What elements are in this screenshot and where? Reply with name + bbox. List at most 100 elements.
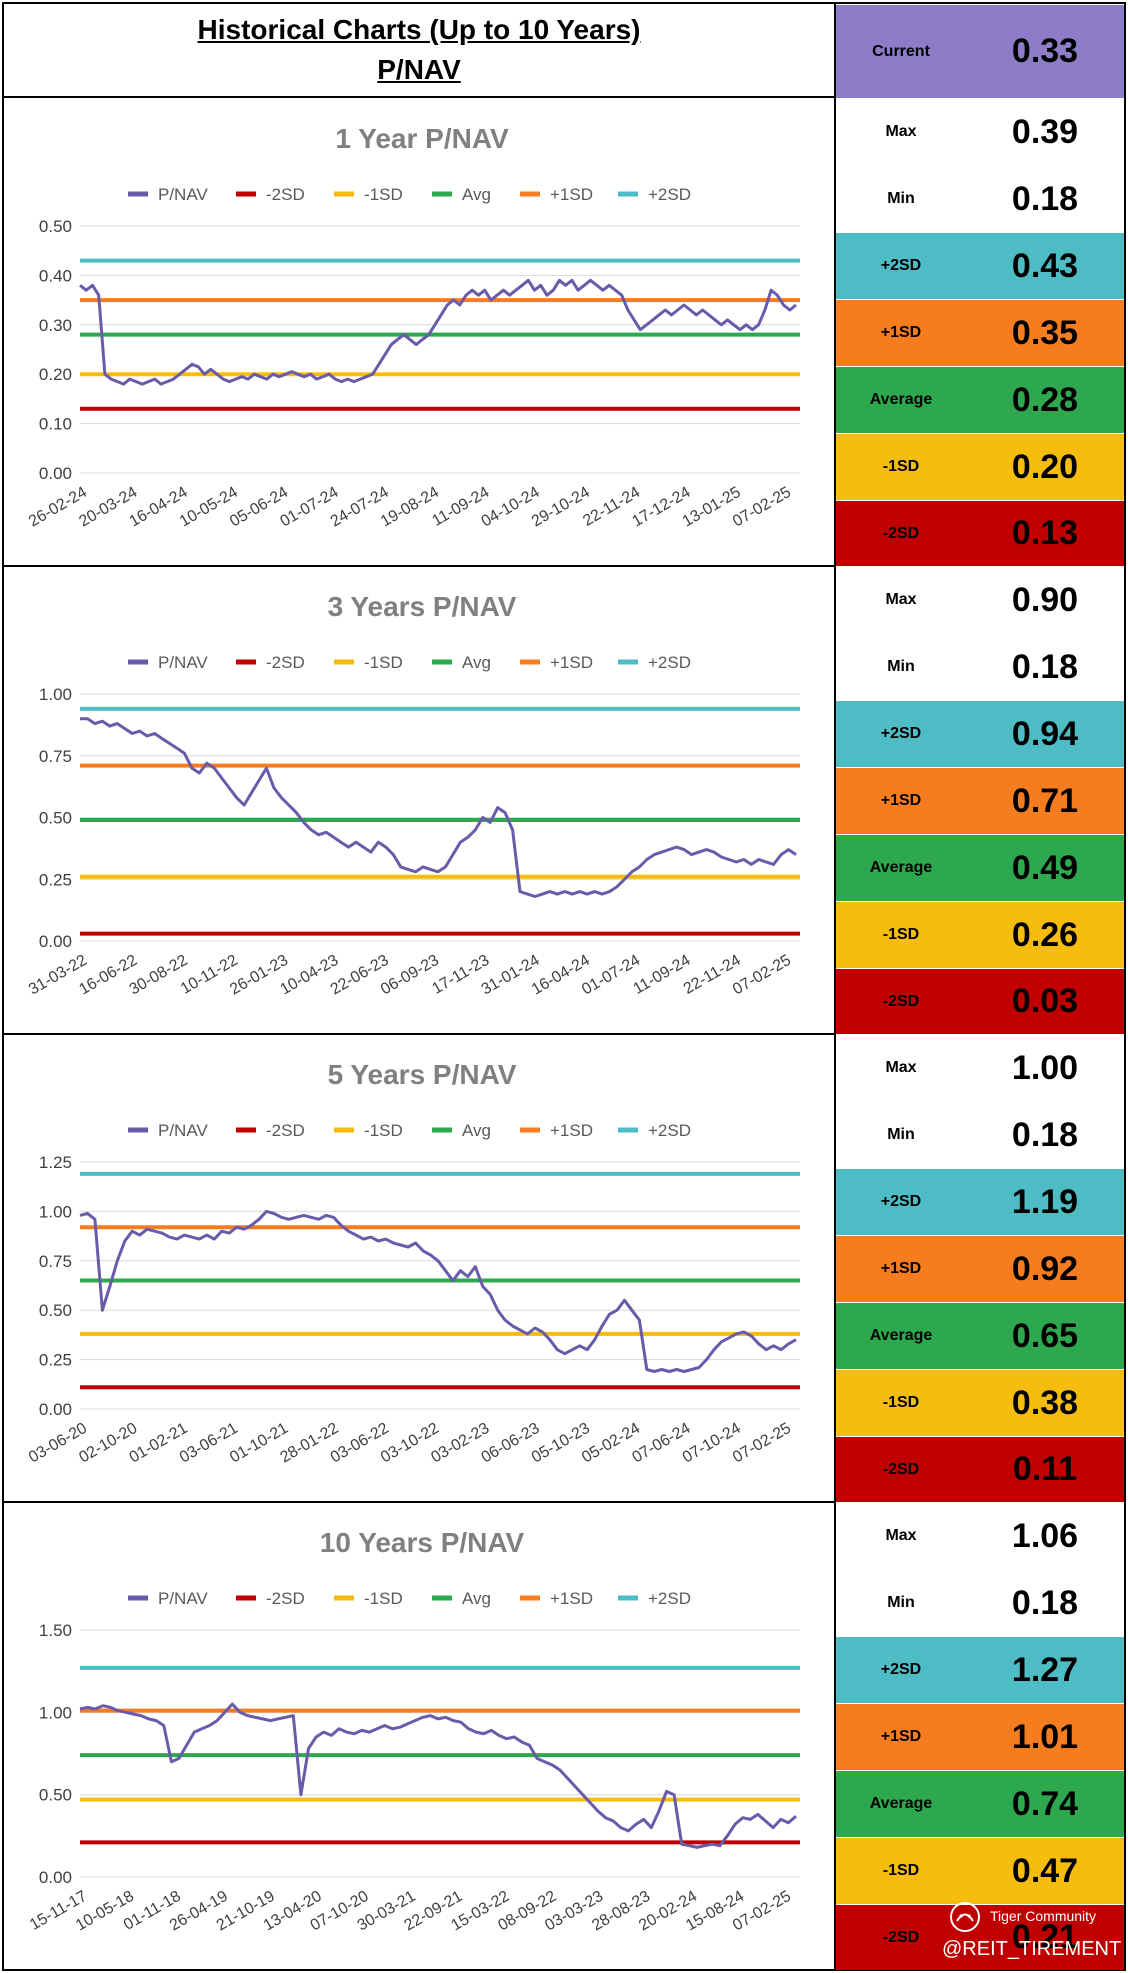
legend-item-plus2sd: +2SD: [618, 653, 691, 672]
y-tick-label: 0.40: [39, 266, 72, 285]
stat-label: -2SD: [882, 992, 920, 1010]
stat-minus1sd-cell: -1SD 0.38: [836, 1369, 1124, 1436]
stat-value: 0.13: [1011, 514, 1079, 552]
x-tick-label: 30-08-22: [127, 952, 191, 999]
x-tick-label: 06-09-23: [378, 952, 442, 999]
stat-value: 0.18: [1011, 1583, 1079, 1622]
page-title: Historical Charts (Up to 10 Years) P/NAV: [4, 4, 834, 98]
legend-label: -1SD: [364, 1589, 403, 1608]
legend-item-minus2sd: -2SD: [236, 185, 305, 204]
stat-minus2sd-cell: -2SD 0.03: [836, 968, 1124, 1034]
stat-plain-cell: Max 1.00: [836, 1034, 1124, 1101]
legend-item-avg: Avg: [432, 185, 491, 204]
stat-value: 0.21: [1011, 1918, 1079, 1956]
stat-label: Min: [887, 658, 915, 675]
chart-2: 3 Years P/NAV P/NAV -2SD -1SD Avg +1SD +2SD 0.0…: [26, 591, 800, 999]
stat-value: 0.43: [1011, 246, 1079, 285]
legend-label: +2SD: [648, 185, 691, 204]
stat-plus2sd-cell: +2SD 1.19: [836, 1168, 1124, 1235]
column-divider: [834, 2, 836, 1971]
stat-minus1sd-cell: -1SD 0.47: [836, 1837, 1124, 1904]
stat-label: Min: [887, 1594, 915, 1611]
stat-value: 0.26: [1011, 915, 1079, 954]
stat-average-cell: Average 0.49: [836, 834, 1124, 901]
y-tick-label: 0.50: [39, 1301, 72, 1320]
stat-label: -1SD: [882, 458, 920, 475]
stat-label: -2SD: [882, 524, 920, 542]
stats-panel-2: Max 0.90 Min 0.18 +2SD 0.94 +1SD 0.71 Average 0.4…: [836, 566, 1124, 1034]
stat-label: +2SD: [880, 1661, 922, 1678]
legend-item-pnav: P/NAV: [128, 653, 208, 672]
chart-4: 10 Years P/NAV P/NAV -2SD -1SD Avg +1SD +2SD 0.…: [27, 1527, 800, 1934]
title-line-2: P/NAV: [377, 54, 461, 85]
series-line-pnav: [79, 1702, 797, 1849]
y-tick-label: 0.00: [39, 1400, 72, 1419]
stat-label: Average: [869, 1795, 933, 1812]
y-tick-label: 0.10: [39, 415, 72, 434]
stat-minus2sd-cell: -2SD 0.21: [836, 1904, 1124, 1970]
legend-item-minus1sd: -1SD: [334, 1121, 403, 1140]
y-tick-label: 1.50: [39, 1621, 72, 1640]
stat-plain-cell: Max 0.39: [836, 98, 1124, 165]
stat-label: Max: [885, 123, 917, 140]
legend-item-minus2sd: -2SD: [236, 1121, 305, 1140]
y-tick-label: 1.25: [39, 1153, 72, 1172]
series-line-pnav: [79, 278, 797, 386]
legend-item-avg: Avg: [432, 653, 491, 672]
legend-item-plus1sd: +1SD: [520, 653, 593, 672]
stat-label: Average: [869, 391, 933, 408]
y-tick-label: 0.00: [39, 464, 72, 483]
stat-label: +1SD: [880, 1260, 922, 1277]
stat-value: 0.71: [1011, 781, 1079, 820]
legend-item-plus1sd: +1SD: [520, 1589, 593, 1608]
legend-label: -1SD: [364, 1121, 403, 1140]
legend-label: +1SD: [550, 185, 593, 204]
y-tick-label: 0.30: [39, 316, 72, 335]
stat-plus1sd-cell: +1SD 0.71: [836, 767, 1124, 834]
current-label: Current: [872, 42, 930, 60]
stat-minus2sd-cell: -2SD 0.13: [836, 500, 1124, 566]
stat-label: +2SD: [880, 1193, 922, 1210]
legend-label: +1SD: [550, 1589, 593, 1608]
stat-value: 0.18: [1011, 179, 1079, 218]
y-tick-label: 0.75: [39, 1252, 72, 1271]
stat-value: 0.47: [1011, 1851, 1079, 1890]
legend-label: P/NAV: [158, 1121, 208, 1140]
stat-label: -1SD: [882, 1862, 920, 1879]
watermark-handle: @REIT_TIREMENT: [942, 1938, 1122, 1960]
stat-plus1sd-cell: +1SD 0.35: [836, 299, 1124, 366]
x-tick-label: 07-02-25: [730, 1420, 794, 1467]
stats-panel-4: Max 1.06 Min 0.18 +2SD 1.27 +1SD 1.01 Average 0.7…: [836, 1502, 1124, 1970]
y-tick-label: 0.50: [39, 1786, 72, 1805]
x-tick-label: 07-02-25: [730, 952, 794, 999]
stat-minus1sd-cell: -1SD 0.20: [836, 433, 1124, 500]
stats-panel-1: Max 0.39 Min 0.18 +2SD 0.43 +1SD 0.35 Average 0.2…: [836, 98, 1124, 566]
stat-value: 1.19: [1011, 1182, 1079, 1221]
x-tick-label: 07-02-25: [730, 484, 794, 531]
stat-value: 0.18: [1011, 647, 1079, 686]
legend-label: +1SD: [550, 653, 593, 672]
stat-value: 0.39: [1011, 112, 1079, 151]
stat-value: 0.94: [1011, 714, 1079, 753]
stat-average-cell: Average 0.28: [836, 366, 1124, 433]
stat-label: -2SD: [882, 1928, 920, 1946]
stat-plain-cell: Max 0.90: [836, 566, 1124, 633]
stat-value: 0.11: [1012, 1450, 1078, 1488]
y-tick-label: 0.00: [39, 932, 72, 951]
legend-label: P/NAV: [158, 1589, 208, 1608]
legend-item-minus2sd: -2SD: [236, 1589, 305, 1608]
stat-value: 1.27: [1011, 1650, 1079, 1689]
stat-label: Max: [885, 1059, 917, 1076]
stat-label: Min: [887, 1126, 915, 1143]
stat-plus1sd-cell: +1SD 0.92: [836, 1235, 1124, 1302]
panel-divider: [2, 565, 836, 567]
stat-label: -1SD: [882, 926, 920, 943]
y-tick-label: 0.00: [39, 1868, 72, 1887]
x-tick-label: 19-08-24: [378, 484, 442, 531]
legend-item-plus1sd: +1SD: [520, 1121, 593, 1140]
stat-value: 0.18: [1011, 1115, 1079, 1154]
stat-value: 0.38: [1011, 1383, 1079, 1422]
stat-value: 0.28: [1011, 380, 1079, 419]
stat-value: 0.49: [1011, 848, 1079, 887]
